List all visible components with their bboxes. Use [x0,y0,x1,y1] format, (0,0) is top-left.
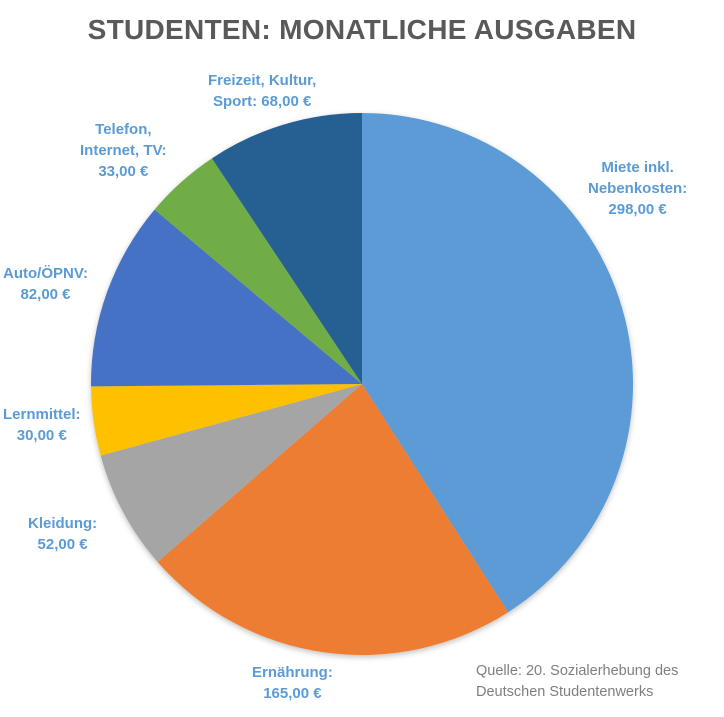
label-text: Internet, TV: [80,142,167,159]
label-text: Nebenkosten: [588,180,688,197]
label-kleidung: Kleidung: 52,00 € [28,513,97,555]
label-value: 165,00 € [263,685,322,702]
label-text: Telefon, [95,121,152,138]
chart-title: STUDENTEN: MONATLICHE AUSGABEN [87,14,637,45]
source-annotation: Quelle: 20. Sozialerhebung des Deutschen… [476,661,678,703]
pie-slice [91,384,362,456]
pie-slice [211,113,362,384]
label-text: Sport: 68,00 € [212,93,312,110]
label-text: Miete inkl. [601,159,674,176]
source-line: Deutschen Studentenwerks [476,684,654,700]
label-text: Auto/ÖPNV: [3,265,88,282]
pie-slice [91,209,362,387]
pie-slice [100,384,363,562]
pie-slice [157,384,509,655]
label-telefon: Telefon, Internet, TV: 33,00 € [80,119,167,182]
label-ernaehrung: Ernährung: 165,00 € [252,662,333,704]
label-text: Lernmittel: [3,406,81,423]
label-text: Freizeit, Kultur, [208,72,317,89]
label-value: 298,00 € [608,201,667,218]
label-value: 82,00 € [20,286,71,303]
pie-slice [154,158,362,384]
label-value: 33,00 € [98,163,149,180]
pie-slice [362,113,634,613]
label-value: 30,00 € [16,427,67,444]
label-freizeit: Freizeit, Kultur, Sport: 68,00 € [208,70,316,112]
label-text: Kleidung: [28,515,98,532]
source-line: Quelle: 20. Sozialerhebung des [476,663,679,679]
label-miete: Miete inkl. Nebenkosten: 298,00 € [588,157,687,220]
label-value: 52,00 € [37,536,88,553]
label-text: Ernährung: [252,664,333,681]
label-lernmittel: Lernmittel: 30,00 € [3,404,81,446]
label-auto: Auto/ÖPNV: 82,00 € [3,263,88,305]
